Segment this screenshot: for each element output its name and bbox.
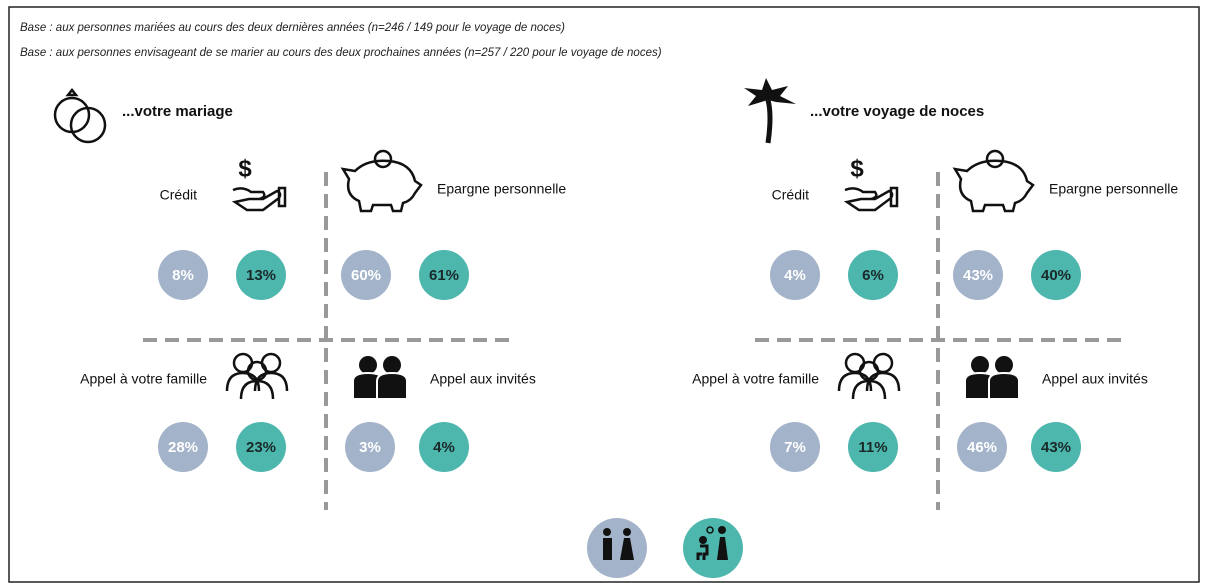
panel-icon [53, 87, 107, 144]
source-label: Crédit [160, 187, 197, 203]
source-label: Appel à votre famille [692, 371, 819, 387]
source-label: Appel à votre famille [80, 371, 207, 387]
source-label: Appel aux invités [430, 371, 536, 387]
value-label: 61% [429, 267, 459, 284]
icon-part [858, 360, 880, 382]
value-bubble [770, 250, 820, 300]
value-bubble [419, 422, 469, 472]
icon-part [985, 149, 1005, 169]
source-label: Epargne personnelle [1049, 181, 1178, 197]
value-label: 43% [1041, 439, 1071, 456]
value-bubble [236, 250, 286, 300]
legend-married [587, 518, 647, 578]
value-bubble [419, 250, 469, 300]
icon-part [383, 356, 401, 374]
value-label: 7% [784, 439, 806, 456]
panel: ...votre voyage de noces Crédit $4% 6% Eparg… [692, 78, 1178, 510]
value-label: 11% [858, 439, 887, 456]
icon-part [765, 99, 773, 144]
source-icon [340, 149, 423, 213]
icon-part [995, 356, 1013, 374]
panel-title: ...votre mariage [122, 103, 233, 120]
value-label: 4% [784, 267, 806, 284]
icon-part [239, 379, 275, 400]
icon-part [744, 78, 796, 106]
value-bubble [345, 422, 395, 472]
icon-part [373, 149, 393, 169]
value-label: 8% [172, 267, 194, 284]
value-bubble [1031, 422, 1081, 472]
icon-part [246, 360, 268, 382]
panel-title: ...votre voyage de noces [810, 103, 984, 120]
source-icon: $ [843, 155, 899, 212]
icon-part: $ [238, 155, 252, 182]
panel-icon [744, 78, 796, 144]
value-bubble [1031, 250, 1081, 300]
base-note: Base : aux personnes envisageant de se m… [20, 47, 662, 59]
icon-part: $ [850, 155, 864, 182]
source-icon [225, 352, 289, 400]
icon-part [851, 379, 887, 400]
source-label: Appel aux invités [1042, 371, 1148, 387]
value-label: 6% [862, 267, 884, 284]
value-bubble [341, 250, 391, 300]
icon-part [65, 87, 79, 97]
base-note: Base : aux personnes mariées au cours de… [20, 22, 565, 34]
legend-planning [683, 518, 743, 578]
value-bubble [236, 422, 286, 472]
value-bubble [770, 422, 820, 472]
source-icon: $ [231, 155, 287, 212]
source-icon [964, 356, 1020, 400]
value-label: 4% [433, 439, 455, 456]
value-bubble [848, 250, 898, 300]
value-bubble [158, 422, 208, 472]
value-label: 13% [246, 267, 276, 284]
icon-part [971, 356, 989, 374]
value-bubble [158, 250, 208, 300]
icon-part [843, 186, 899, 212]
source-icon [352, 356, 408, 400]
value-bubble [957, 422, 1007, 472]
value-label: 28% [168, 439, 198, 456]
value-label: 3% [359, 439, 381, 456]
icon-part [359, 356, 377, 374]
icon-part [376, 371, 408, 400]
value-label: 46% [967, 439, 997, 456]
icon-part [952, 159, 1035, 213]
source-label: Crédit [772, 187, 809, 203]
value-bubble [953, 250, 1003, 300]
icon-part [231, 186, 287, 212]
source-label: Epargne personnelle [437, 181, 566, 197]
value-label: 23% [246, 439, 276, 456]
source-icon [837, 352, 901, 400]
value-label: 40% [1041, 267, 1071, 284]
frame [8, 6, 1200, 583]
value-bubble [848, 422, 898, 472]
panel: ...votre mariage Crédit $8% 13% Epargne pers… [53, 87, 566, 510]
value-label: 43% [963, 267, 993, 284]
icon-part [988, 371, 1020, 400]
icon-part [340, 159, 423, 213]
source-icon [952, 149, 1035, 213]
icon-part [69, 106, 107, 144]
value-label: 60% [351, 267, 381, 284]
